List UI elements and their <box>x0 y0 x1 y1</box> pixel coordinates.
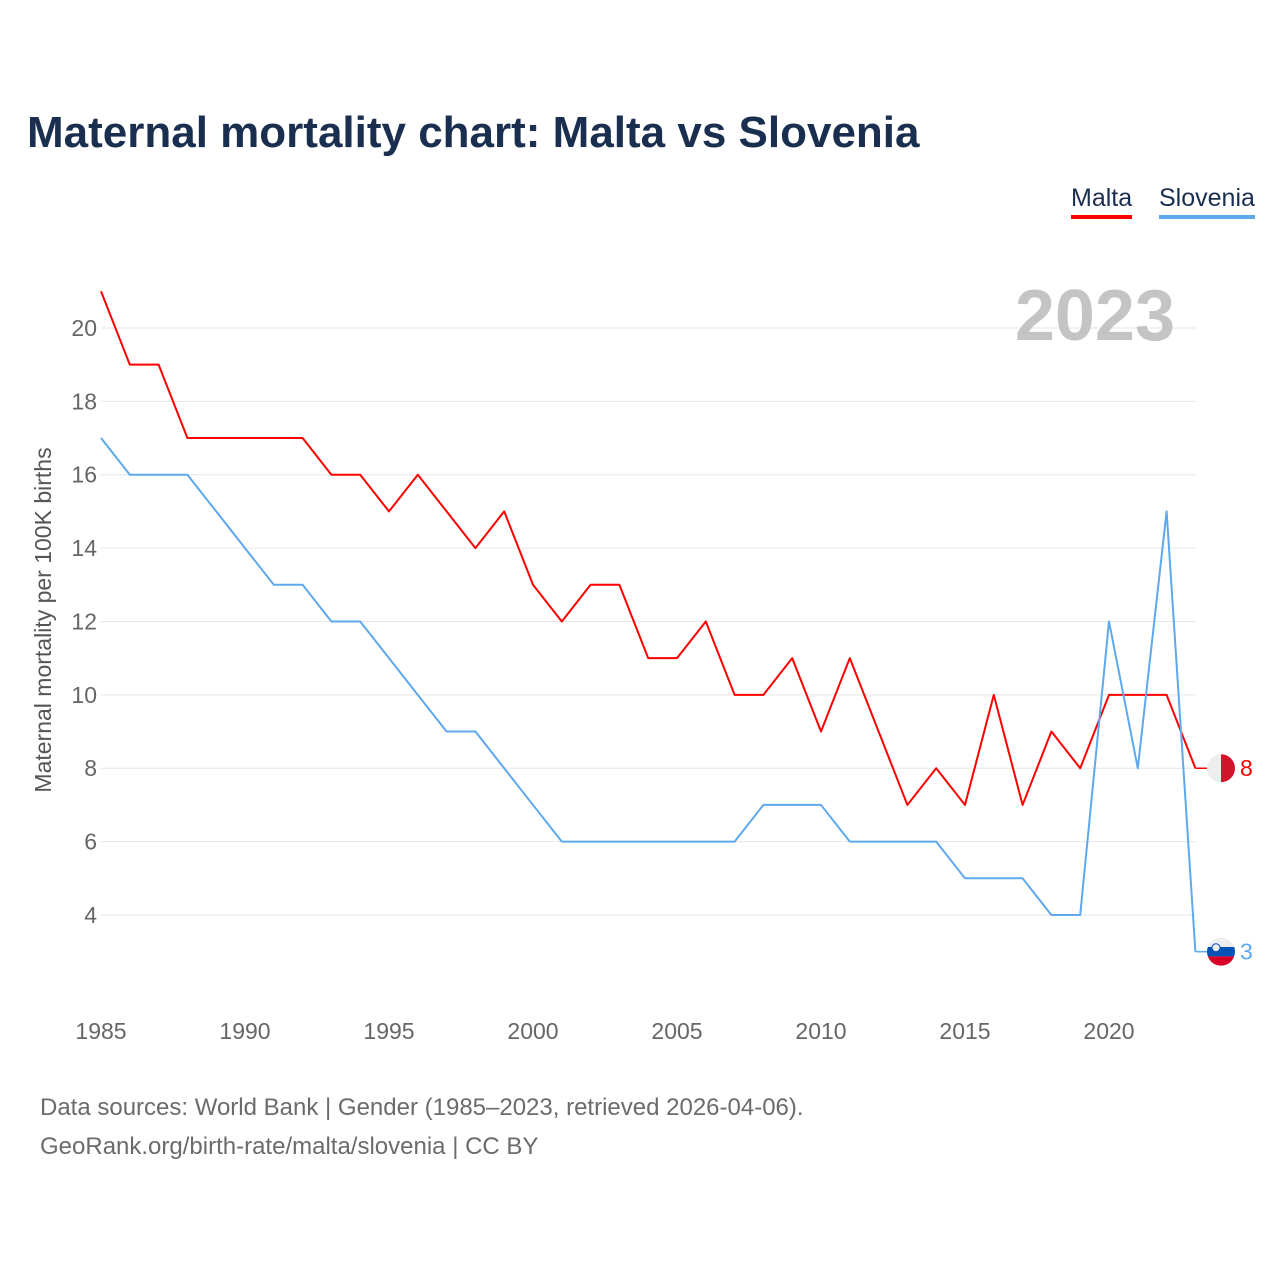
y-tick-label: 6 <box>84 829 97 855</box>
flag-body <box>1207 754 1235 783</box>
y-tick-label: 14 <box>71 535 97 561</box>
series-line-malta <box>100 290 1197 806</box>
flag-red <box>1221 754 1235 783</box>
y-axis-label: Maternal mortality per 100K births <box>30 447 56 792</box>
legend-slovenia[interactable]: Slovenia <box>1159 184 1255 219</box>
flag-white <box>1207 937 1235 947</box>
flag-blue <box>1207 946 1235 957</box>
x-tick-label: 2015 <box>939 1018 990 1044</box>
y-tick-label: 4 <box>84 902 97 928</box>
y-tick-label: 20 <box>71 315 97 341</box>
y-tick-label: 16 <box>71 462 97 488</box>
chart-title: Maternal mortality chart: Malta vs Slove… <box>27 108 920 157</box>
y-tick-label: 12 <box>71 608 97 634</box>
x-tick-label: 1990 <box>219 1018 270 1044</box>
x-tick-label: 2020 <box>1083 1018 1134 1044</box>
flag-red <box>1207 956 1235 966</box>
malta-flag-icon <box>1207 754 1235 783</box>
x-tick-label: 2010 <box>795 1018 846 1044</box>
end-value-label: 3 <box>1240 939 1253 965</box>
flag-crest <box>1211 943 1221 953</box>
legend-malta[interactable]: Malta <box>1071 184 1133 219</box>
x-tick-label: 2005 <box>651 1018 702 1044</box>
y-tick-label: 8 <box>84 755 97 781</box>
y-tick-label: 10 <box>71 682 97 708</box>
y-tick-label: 18 <box>71 388 97 414</box>
x-tick-label: 1995 <box>363 1018 414 1044</box>
flag-body <box>1207 937 1235 966</box>
x-tick-label: 1985 <box>75 1018 126 1044</box>
year-label: 2023 <box>1015 276 1175 356</box>
source-note: Data sources: World Bank | Gender (1985–… <box>40 1088 804 1166</box>
slovenia-flag-icon <box>1207 937 1235 966</box>
x-tick-label: 2000 <box>507 1018 558 1044</box>
source-line-1: Data sources: World Bank | Gender (1985–… <box>40 1094 804 1121</box>
series-line-slovenia <box>100 437 1197 952</box>
source-line-2[interactable]: GeoRank.org/birth-rate/malta/slovenia | … <box>40 1133 539 1160</box>
end-value-label: 8 <box>1240 755 1253 781</box>
flag-white <box>1207 754 1221 783</box>
